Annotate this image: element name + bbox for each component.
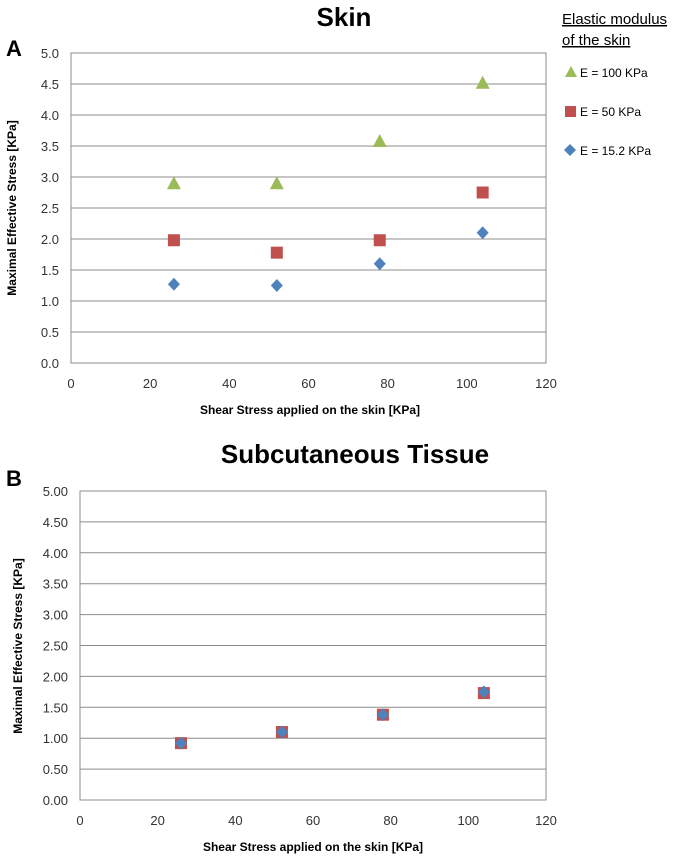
panel-b-point-e15 (477, 685, 490, 699)
panel-a-x-tick-label: 120 (535, 376, 557, 391)
legend-title-line2: of the skin (562, 32, 630, 49)
panel-b-data-points (174, 685, 490, 750)
panel-a-point-e100 (166, 176, 181, 190)
panel-a-x-axis-label: Shear Stress applied on the skin [KPa] (200, 403, 420, 417)
panel-a-y-tick-label: 1.5 (41, 263, 59, 278)
panel-a-x-tick-label: 60 (301, 376, 315, 391)
legend-title-line1: Elastic modulus (562, 11, 667, 28)
panel-a-y-tick-label: 5.0 (41, 46, 59, 61)
panel-b-y-tick-label: 1.00 (43, 731, 68, 746)
panel-a-point-e50 (476, 186, 489, 199)
panel-b-gridlines (79, 490, 547, 801)
panel-b-y-tick-label: 2.50 (43, 639, 68, 654)
panel-b-x-tick-label: 100 (457, 813, 479, 828)
panel-b-y-tick-label: 3.50 (43, 577, 68, 592)
panel-b-y-tick-label: 5.00 (43, 484, 68, 499)
panel-b-x-tick-label: 80 (383, 813, 397, 828)
panel-a-y-tick-label: 2.0 (41, 232, 59, 247)
panel-a-skin: A Skin Shear Stress applied on the skin … (5, 2, 557, 417)
panel-b-x-tick-label: 20 (150, 813, 164, 828)
panel-a-x-tick-label: 80 (380, 376, 394, 391)
panel-b-subcutaneous: B Subcutaneous Tissue Shear Stress appli… (6, 439, 557, 854)
panel-a-y-tick-label: 2.5 (41, 201, 59, 216)
legend-marker-e50 (565, 106, 576, 117)
panel-a-x-tick-label: 0 (67, 376, 74, 391)
panel-b-x-ticks: 0 20 40 60 80 100 120 (76, 813, 556, 828)
panel-b-x-tick-label: 120 (535, 813, 557, 828)
panel-b-point-e15 (376, 708, 389, 722)
panel-a-gridlines (70, 52, 547, 364)
panel-a-y-tick-label: 0.0 (41, 356, 59, 371)
panel-a-point-e50 (167, 234, 180, 247)
panel-b-y-tick-label: 4.00 (43, 546, 68, 561)
panel-a-point-e100 (475, 75, 490, 89)
panel-a-y-tick-label: 1.0 (41, 294, 59, 309)
panel-a-point-e50 (373, 234, 386, 247)
legend-label-e100: E = 100 KPa (580, 66, 648, 80)
panel-b-y-ticks: 0.00 0.50 1.00 1.50 2.00 2.50 3.00 3.50 4.00 4.50… (43, 484, 68, 808)
legend-label-e15: E = 15.2 KPa (580, 144, 651, 158)
panel-a-point-e15 (270, 279, 283, 292)
panel-a-point-e15 (167, 277, 180, 291)
panel-a-point-e15 (373, 257, 386, 271)
panel-a-y-axis-label: Maximal Effective Stress [KPa] (5, 120, 19, 295)
panel-b-x-tick-label: 60 (306, 813, 320, 828)
panel-b-y-tick-label: 4.50 (43, 515, 68, 530)
panel-b-y-tick-label: 1.50 (43, 700, 68, 715)
panel-b-y-tick-label: 2.00 (43, 669, 68, 684)
panel-b-point-e15 (174, 736, 187, 750)
panel-a-y-ticks: 0.0 0.5 1.0 1.5 2.0 2.5 3.0 3.5 4.0 4.5 5.0 (41, 46, 59, 371)
panel-a-y-tick-label: 0.5 (41, 325, 59, 340)
panel-a-x-ticks: 0 20 40 60 80 100 120 (67, 376, 556, 391)
panel-b-y-axis-label: Maximal Effective Stress [KPa] (11, 558, 25, 733)
panel-a-x-tick-label: 20 (143, 376, 157, 391)
panel-b-y-tick-label: 3.00 (43, 608, 68, 623)
panel-a-y-tick-label: 4.0 (41, 108, 59, 123)
panel-b-point-e15 (275, 725, 288, 739)
legend-marker-e15 (564, 144, 576, 156)
panel-a-point-e100 (372, 134, 387, 148)
panel-a-point-e15 (476, 226, 489, 240)
panel-b-x-axis-label: Shear Stress applied on the skin [KPa] (203, 840, 423, 854)
panel-b-label: B (6, 466, 22, 491)
panel-a-data-points (166, 75, 490, 292)
panel-a-x-tick-label: 100 (456, 376, 478, 391)
panel-a-y-tick-label: 4.5 (41, 77, 59, 92)
legend-marker-e100 (565, 66, 577, 77)
panel-b-y-tick-label: 0.00 (43, 793, 68, 808)
legend: Elastic modulus of the skin E = 100 KPa … (562, 11, 667, 158)
panel-a-title: Skin (317, 2, 372, 32)
panel-a-label: A (6, 36, 22, 61)
panel-a-x-tick-label: 40 (222, 376, 236, 391)
panel-b-y-tick-label: 0.50 (43, 762, 68, 777)
panel-b-title: Subcutaneous Tissue (221, 439, 489, 469)
panel-a-y-tick-label: 3.0 (41, 170, 59, 185)
legend-label-e50: E = 50 KPa (580, 105, 641, 119)
panel-b-x-tick-label: 0 (76, 813, 83, 828)
panel-b-x-tick-label: 40 (228, 813, 242, 828)
panel-a-point-e100 (269, 176, 284, 190)
panel-a-y-tick-label: 3.5 (41, 139, 59, 154)
panel-a-point-e50 (270, 246, 283, 259)
